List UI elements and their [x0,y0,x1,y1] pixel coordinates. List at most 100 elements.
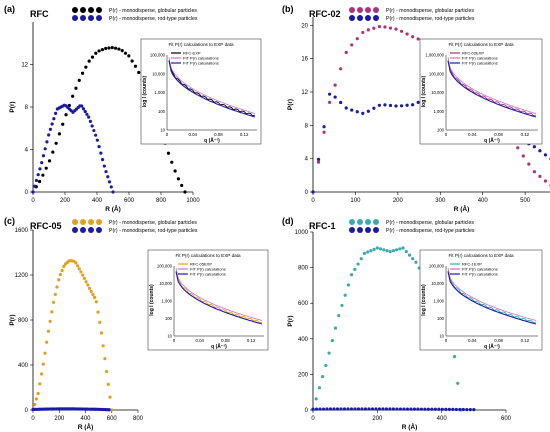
data-point [366,109,370,113]
data-point [50,310,54,314]
data-point [366,250,370,254]
inset-legend-label: RFC-02EXP [462,51,484,56]
inset-frame [419,249,543,351]
legend-marker [357,15,363,21]
data-point [388,26,393,30]
data-point [50,122,54,126]
data-point [444,407,448,411]
data-point [316,160,321,164]
data-point [405,32,409,36]
inset-x-axis-label: q (Å⁻¹) [211,343,227,350]
data-point [402,407,406,411]
data-point [407,253,412,257]
data-point [353,267,357,271]
legend-marker [80,15,86,21]
inset-curve [447,60,537,117]
y-tick-label: 16 [301,57,308,63]
data-point [374,407,378,411]
inset-chart [147,249,269,351]
data-point [94,133,98,137]
inset-chart [419,249,543,351]
data-point [62,264,66,269]
inset-curve [447,57,537,114]
data-point [399,29,404,33]
data-point [377,407,382,411]
data-point [87,59,91,63]
data-point [43,351,47,355]
y-axis-label: P(r) [287,99,294,110]
panel-label: (b) [282,4,294,14]
data-point [166,151,171,155]
data-point [99,151,103,155]
inset-y-tick-label: 100,000 [429,264,445,269]
inset-legend-label: RFC-05EXP [190,262,212,267]
inset-y-tick-label: 1,000 [434,109,445,114]
x-tick-label: 400 [478,198,489,204]
legend-marker [373,227,379,233]
inset-y-axis-label: log I (counts) [421,284,427,316]
data-point [360,407,364,411]
data-point [440,407,444,411]
data-point [91,292,95,297]
legend-marker [96,15,102,21]
data-point [111,190,115,194]
data-point [183,190,187,194]
inset-x-tick-label: 0.08 [214,132,223,137]
data-point [41,362,45,366]
inset-legend-label: FIT P(r) calculations [462,56,498,61]
data-point [356,262,360,266]
data-point [339,67,343,71]
inset-legend-label: RFC-1EXP [462,262,482,267]
legend-marker [357,219,363,225]
data-point [339,407,343,411]
data-point [79,270,83,274]
data-point [90,124,94,128]
inset-x-tick-label: 0.04 [195,338,204,343]
inset-legend-label: FIT P(r) calculations [462,272,498,277]
legend-marker [357,7,363,13]
x-axis-label: R (Å) [105,204,121,213]
data-point [133,64,138,68]
data-point [404,249,408,254]
data-point [311,407,315,411]
data-point [311,190,315,194]
data-point [321,375,325,379]
data-point [82,276,86,281]
legend-marker [96,219,102,225]
data-point [38,167,42,171]
data-point [81,107,86,111]
data-point [377,103,382,107]
inset-x-tick-label: 0 [445,338,448,343]
legend-marker [72,7,78,13]
panel-label: (a) [4,4,15,14]
y-axis-label: P(r) [9,314,16,325]
x-tick-label: 200 [54,416,65,422]
y-axis-label: P(r) [287,315,294,326]
data-point [411,257,415,261]
legend-marker [357,227,363,233]
legend-marker [365,7,371,13]
inset-legend-label: FIT P(r) calculations [462,267,498,272]
data-point [77,78,81,82]
legend-marker [365,15,371,21]
x-tick-label: 0 [31,416,35,422]
data-point [100,157,105,162]
data-point [57,132,62,136]
data-point [41,154,46,158]
inset-curve [175,270,263,324]
x-tick-label: 200 [372,416,383,422]
data-point [95,138,99,142]
data-point [465,407,469,412]
y-tick-label: 0 [305,190,309,196]
data-point [38,382,42,386]
data-point [411,103,415,107]
data-point [36,173,40,177]
legend-marker [88,7,94,13]
data-point [377,25,382,29]
data-point [88,119,92,123]
y-tick-label: 800 [18,318,29,324]
inset-x-tick-label: 0.12 [521,132,530,137]
data-point [39,372,44,376]
data-point [349,407,354,411]
inset-y-tick-label: 100 [158,109,166,114]
